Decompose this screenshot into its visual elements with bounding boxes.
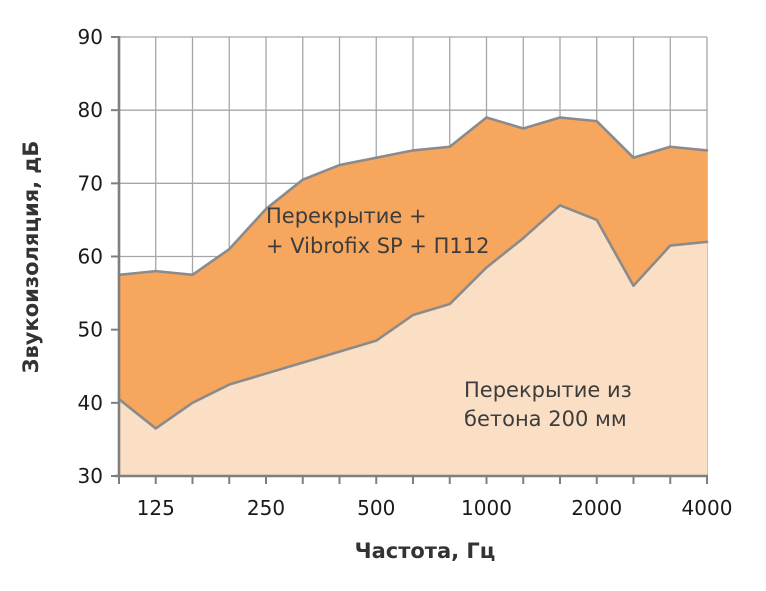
- series-upper-label-line1: Перекрытие +: [266, 204, 427, 228]
- y-tick-label: 90: [78, 25, 103, 49]
- y-tick-label: 80: [78, 98, 103, 122]
- series-areas: [117, 116, 709, 477]
- series-lower-label-line2: бетона 200 мм: [464, 407, 627, 431]
- y-tick-label: 60: [78, 245, 103, 269]
- x-tick-label: 4000: [682, 496, 733, 520]
- series-lower-line: [117, 203, 709, 430]
- x-tick-label: 1000: [461, 496, 512, 520]
- tick-labels: 125 250 500 1000 2000 4000 30 40 50 60 70 80 90: [78, 25, 733, 520]
- y-tick-label: 40: [78, 391, 103, 415]
- x-tick-label: 2000: [571, 496, 622, 520]
- x-tick-label: 250: [247, 496, 285, 520]
- x-tick-label: 500: [357, 496, 395, 520]
- x-tick-label: 125: [137, 496, 175, 520]
- series-upper-label-line2: + Vibrofix SP + П112: [266, 234, 490, 258]
- series-lower-area: [119, 205, 707, 477]
- y-axis-title: Звукоизоляция, дБ: [19, 141, 43, 374]
- series-upper-line: [117, 116, 709, 277]
- x-axis-title: Частота, Гц: [355, 539, 496, 563]
- axes: [111, 36, 708, 484]
- series-lower-label-line1: Перекрытие из: [464, 378, 632, 402]
- y-tick-label: 50: [78, 318, 103, 342]
- y-tick-label: 30: [78, 464, 103, 488]
- y-tick-label: 70: [78, 171, 103, 195]
